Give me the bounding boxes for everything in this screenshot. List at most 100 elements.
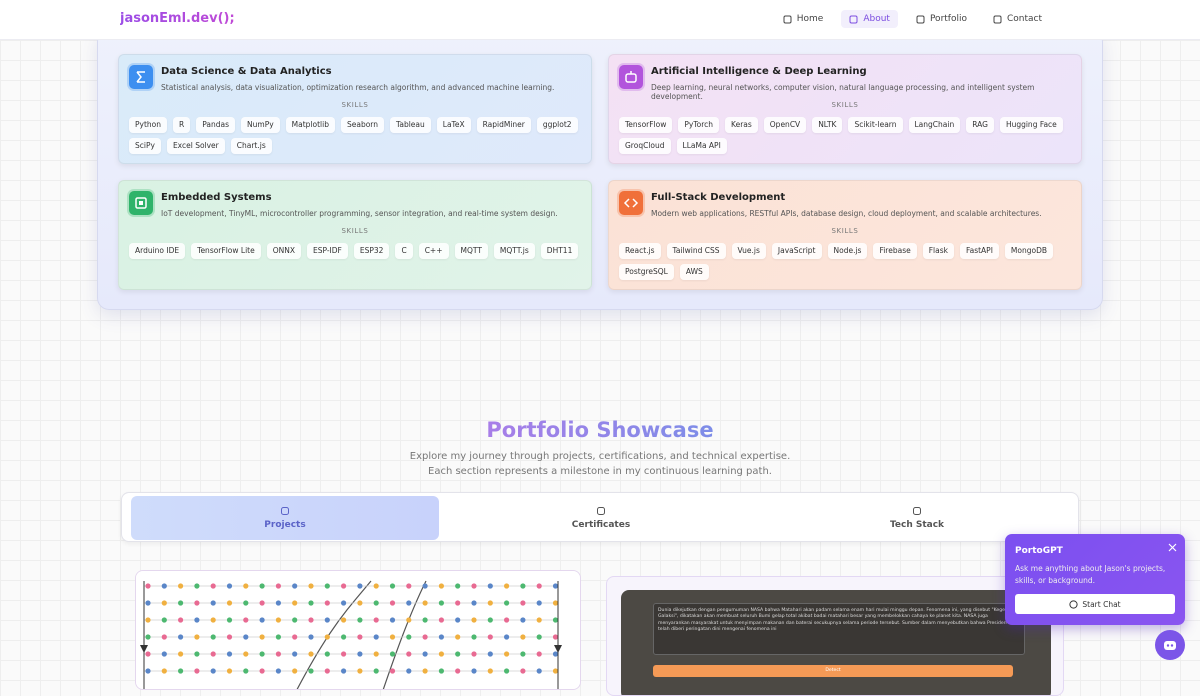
dot (520, 651, 526, 657)
dot (487, 668, 493, 674)
dot (275, 668, 281, 674)
skill-chip: Hugging Face (999, 117, 1063, 133)
skill-chip: SciPy (129, 138, 161, 154)
skills-label: SKILLS (341, 101, 369, 109)
arrow (140, 645, 148, 653)
dot (438, 651, 444, 657)
skill-chip: Node.js (827, 243, 868, 259)
dot (194, 600, 200, 606)
dot (178, 651, 184, 657)
dot (471, 668, 477, 674)
dot (406, 651, 412, 657)
dot (552, 600, 559, 606)
nav-link[interactable]: Portfolio (908, 10, 975, 28)
portfolio-subtitle: Explore my journey through projects, cer… (409, 451, 791, 477)
dot (226, 617, 233, 623)
nav-link[interactable]: About (841, 10, 898, 28)
skill-chip: Tailwind CSS (666, 243, 726, 259)
dot (504, 668, 510, 674)
dot (520, 583, 526, 589)
dot (487, 617, 493, 623)
dot (324, 583, 330, 589)
project-thumbnail[interactable] (135, 570, 581, 690)
dot (178, 668, 184, 674)
nav-link[interactable]: Contact (985, 10, 1050, 28)
dot (471, 600, 477, 606)
dot (341, 634, 347, 640)
dot (373, 600, 379, 606)
dot (504, 617, 510, 623)
dot (161, 651, 167, 657)
dot (536, 668, 542, 674)
skill-chip: Chart.js (230, 138, 272, 154)
dot (145, 668, 151, 674)
dot (341, 617, 347, 623)
dot (455, 583, 461, 589)
dot (422, 668, 428, 674)
dot (324, 634, 330, 640)
chat-fab[interactable] (1155, 630, 1185, 660)
dot (504, 651, 510, 657)
curve (382, 580, 427, 689)
skill-chip: ESP32 (353, 243, 390, 259)
portfolio-title: Portfolio Showcase (0, 418, 1200, 442)
dot (471, 651, 477, 657)
dot (161, 600, 167, 606)
dot (178, 600, 184, 606)
skill-chip: Matplotlib (285, 117, 335, 133)
nav-icon (783, 15, 792, 23)
dot (341, 651, 347, 657)
nav-icon (849, 15, 858, 23)
dot (292, 668, 298, 674)
tab[interactable]: Tech Stack (763, 496, 1071, 540)
close-button[interactable] (1168, 543, 1177, 552)
skill-chip: MongoDB (1004, 243, 1053, 259)
start-chat-button[interactable]: Start Chat (1015, 594, 1175, 614)
dot (292, 634, 298, 640)
dot (455, 600, 461, 606)
dot (471, 634, 477, 640)
dot (243, 617, 249, 623)
dot (324, 600, 330, 606)
dot (552, 583, 559, 589)
tab[interactable]: Certificates (447, 496, 755, 540)
skill-card: Full-Stack Development Modern web applica… (608, 180, 1082, 290)
skills-label: SKILLS (831, 227, 859, 235)
thumbnail-screen: Dunia dikejutkan dengan pengumuman NASA … (621, 590, 1051, 695)
card-title: Data Science & Data Analytics (161, 66, 332, 77)
project-thumbnail[interactable]: Dunia dikejutkan dengan pengumuman NASA … (606, 576, 1064, 696)
brand[interactable]: jasonEml.dev(); (120, 11, 235, 26)
dot (373, 634, 379, 640)
skill-chip: MQTT (454, 243, 488, 259)
dot (161, 617, 167, 623)
icon-glyph (135, 197, 147, 209)
skill-chip: Scikit-learn (848, 117, 903, 133)
nav-icon (916, 15, 925, 23)
dot (275, 600, 281, 606)
dot (145, 651, 151, 657)
dot (210, 634, 216, 640)
skill-chip: FastAPI (959, 243, 999, 259)
dot (308, 668, 314, 674)
skill-chip: LaTeX (436, 117, 471, 133)
dot (275, 651, 281, 657)
dot (357, 651, 363, 657)
icon-glyph (623, 198, 639, 208)
portfolio-title-text: Portfolio Showcase (486, 418, 714, 442)
nav-link-label: Home (796, 14, 824, 24)
dot (259, 634, 265, 640)
dot (389, 651, 396, 657)
dot (308, 617, 314, 623)
nav-link[interactable]: Home (775, 10, 832, 28)
tab[interactable]: Projects (131, 496, 439, 540)
dot (178, 634, 184, 640)
thumbnail-button: Detect (653, 665, 1013, 677)
icon-glyph (136, 71, 145, 83)
dot (292, 583, 298, 589)
chat-icon (1069, 599, 1078, 609)
dot (194, 583, 200, 589)
dot (422, 634, 428, 640)
card-icon (129, 65, 153, 89)
dot (194, 651, 200, 657)
dot (357, 668, 363, 674)
